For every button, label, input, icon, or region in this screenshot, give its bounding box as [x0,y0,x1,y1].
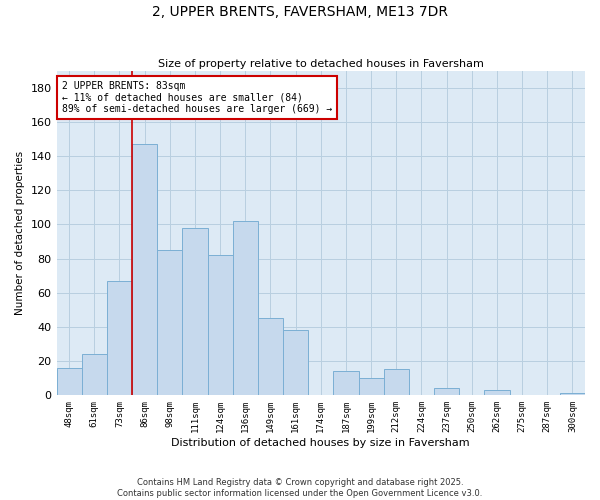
Bar [208,255,233,395]
Bar [383,370,409,395]
Text: 2 UPPER BRENTS: 83sqm
← 11% of detached houses are smaller (84)
89% of semi-deta: 2 UPPER BRENTS: 83sqm ← 11% of detached … [62,81,332,114]
Bar [56,368,82,395]
Text: Contains HM Land Registry data © Crown copyright and database right 2025.
Contai: Contains HM Land Registry data © Crown c… [118,478,482,498]
X-axis label: Distribution of detached houses by size in Faversham: Distribution of detached houses by size … [172,438,470,448]
Text: 2, UPPER BRENTS, FAVERSHAM, ME13 7DR: 2, UPPER BRENTS, FAVERSHAM, ME13 7DR [152,5,448,19]
Bar [107,280,132,395]
Bar [359,378,383,395]
Y-axis label: Number of detached properties: Number of detached properties [15,151,25,315]
Bar [182,228,208,395]
Bar [258,318,283,395]
Bar [283,330,308,395]
Bar [233,221,258,395]
Bar [560,393,585,395]
Bar [157,250,182,395]
Bar [334,371,359,395]
Title: Size of property relative to detached houses in Faversham: Size of property relative to detached ho… [158,59,484,69]
Bar [434,388,459,395]
Bar [132,144,157,395]
Bar [82,354,107,395]
Bar [484,390,509,395]
